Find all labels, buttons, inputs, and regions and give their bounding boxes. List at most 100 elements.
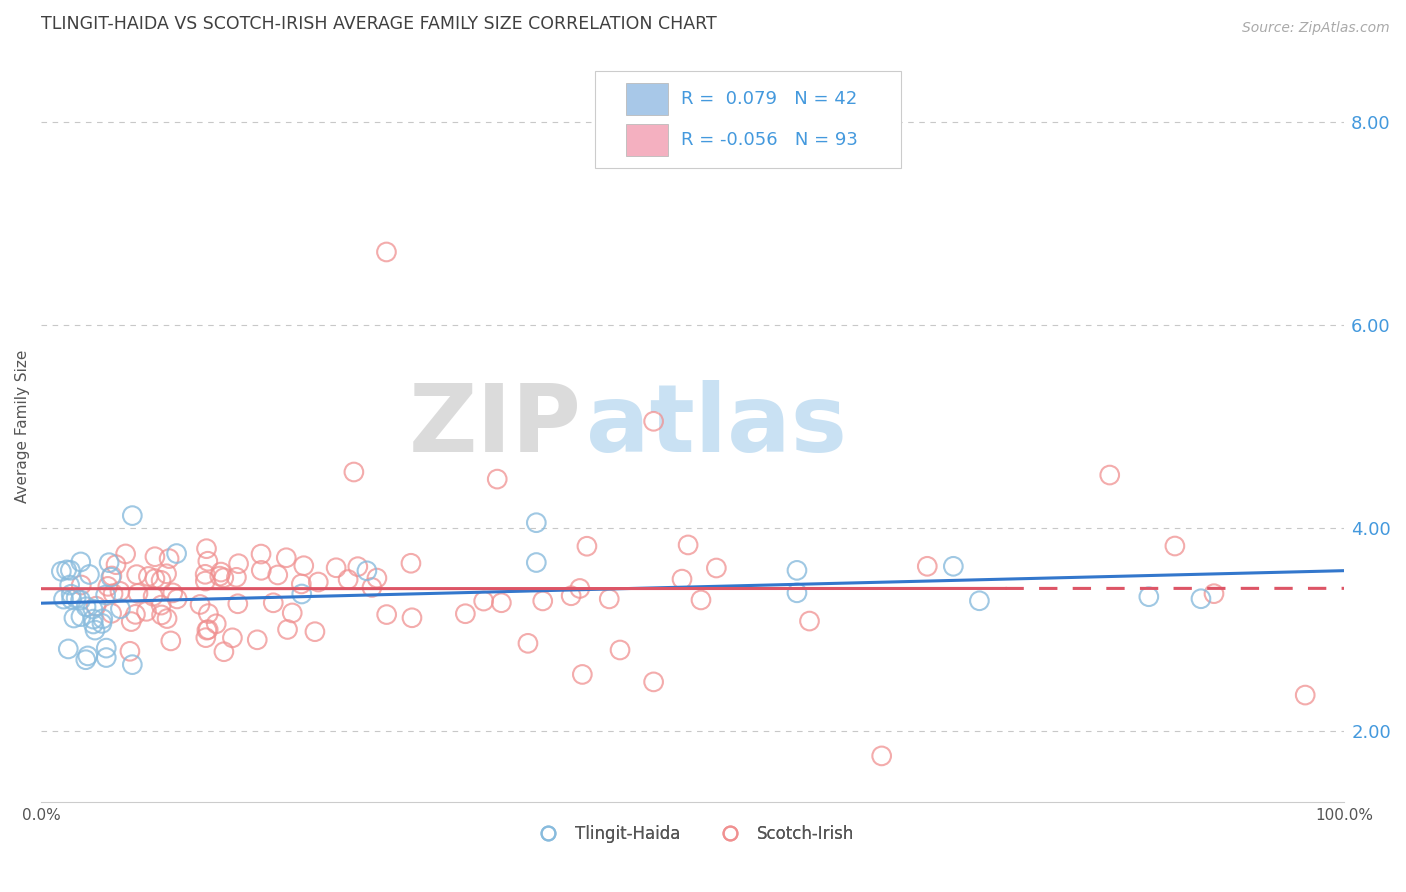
- Text: R = -0.056   N = 93: R = -0.056 N = 93: [681, 131, 858, 149]
- Point: [135, 604, 157, 618]
- Point: [76, 648, 98, 663]
- Point: [143, 572, 166, 586]
- Point: [84, 599, 107, 614]
- Point: [52, 592, 75, 607]
- Point: [58, 642, 80, 657]
- Point: [108, 584, 131, 599]
- Point: [94, 588, 117, 602]
- Point: [195, 623, 218, 637]
- Point: [281, 606, 304, 620]
- Point: [917, 559, 939, 574]
- Point: [942, 559, 965, 574]
- Point: [276, 623, 298, 637]
- Point: [101, 569, 124, 583]
- Point: [290, 577, 312, 591]
- Point: [84, 623, 107, 637]
- Point: [60, 592, 83, 607]
- Point: [70, 578, 93, 592]
- Point: [343, 465, 366, 479]
- Point: [121, 657, 143, 672]
- Point: [291, 587, 314, 601]
- Point: [150, 574, 173, 588]
- Point: [571, 667, 593, 681]
- Point: [82, 617, 104, 632]
- Point: [166, 591, 188, 606]
- Point: [208, 569, 231, 583]
- Point: [65, 591, 87, 605]
- Point: [69, 555, 91, 569]
- Point: [598, 591, 620, 606]
- Point: [267, 568, 290, 582]
- Point: [70, 609, 93, 624]
- FancyBboxPatch shape: [626, 124, 668, 155]
- Point: [643, 674, 665, 689]
- Point: [212, 645, 235, 659]
- Point: [110, 601, 132, 615]
- Point: [194, 567, 217, 582]
- Legend: Tlingit-Haida, Scotch-Irish: Tlingit-Haida, Scotch-Irish: [524, 818, 860, 849]
- Point: [531, 594, 554, 608]
- Point: [325, 561, 347, 575]
- Point: [969, 594, 991, 608]
- Point: [609, 643, 631, 657]
- Point: [250, 547, 273, 561]
- Point: [124, 607, 146, 622]
- Point: [100, 570, 122, 584]
- Point: [75, 599, 97, 614]
- Point: [188, 598, 211, 612]
- Point: [250, 563, 273, 577]
- Point: [156, 611, 179, 625]
- Point: [212, 571, 235, 585]
- Text: atlas: atlas: [586, 380, 846, 473]
- Point: [97, 579, 120, 593]
- Point: [120, 615, 142, 629]
- Point: [643, 414, 665, 428]
- Point: [114, 547, 136, 561]
- Point: [568, 582, 591, 596]
- Point: [307, 574, 329, 589]
- Point: [159, 634, 181, 648]
- Point: [225, 570, 247, 584]
- Point: [118, 644, 141, 658]
- Point: [1098, 468, 1121, 483]
- Point: [292, 558, 315, 573]
- Point: [399, 556, 422, 570]
- Point: [166, 547, 188, 561]
- Point: [51, 564, 73, 578]
- Point: [221, 631, 243, 645]
- Point: [375, 244, 398, 259]
- Point: [155, 566, 177, 581]
- Point: [205, 616, 228, 631]
- Point: [472, 594, 495, 608]
- Text: R =  0.079   N = 42: R = 0.079 N = 42: [681, 90, 858, 108]
- Point: [786, 586, 808, 600]
- Point: [209, 565, 232, 579]
- Point: [228, 557, 250, 571]
- Point: [575, 539, 598, 553]
- Text: ZIP: ZIP: [409, 380, 582, 473]
- Point: [96, 650, 118, 665]
- Point: [59, 563, 82, 577]
- Point: [100, 607, 122, 621]
- Point: [55, 563, 77, 577]
- Point: [366, 571, 388, 585]
- Text: TLINGIT-HAIDA VS SCOTCH-IRISH AVERAGE FAMILY SIZE CORRELATION CHART: TLINGIT-HAIDA VS SCOTCH-IRISH AVERAGE FA…: [41, 15, 717, 33]
- Point: [517, 636, 540, 650]
- Point: [486, 472, 509, 486]
- Point: [226, 597, 249, 611]
- Point: [91, 616, 114, 631]
- Point: [150, 607, 173, 622]
- FancyBboxPatch shape: [595, 71, 901, 168]
- Point: [125, 567, 148, 582]
- Point: [1294, 688, 1316, 702]
- Point: [91, 612, 114, 626]
- Point: [60, 587, 83, 601]
- Point: [337, 573, 360, 587]
- Point: [1189, 591, 1212, 606]
- Point: [361, 581, 384, 595]
- Point: [142, 589, 165, 603]
- Point: [524, 516, 547, 530]
- Point: [706, 561, 728, 575]
- Point: [150, 598, 173, 612]
- Point: [1164, 539, 1187, 553]
